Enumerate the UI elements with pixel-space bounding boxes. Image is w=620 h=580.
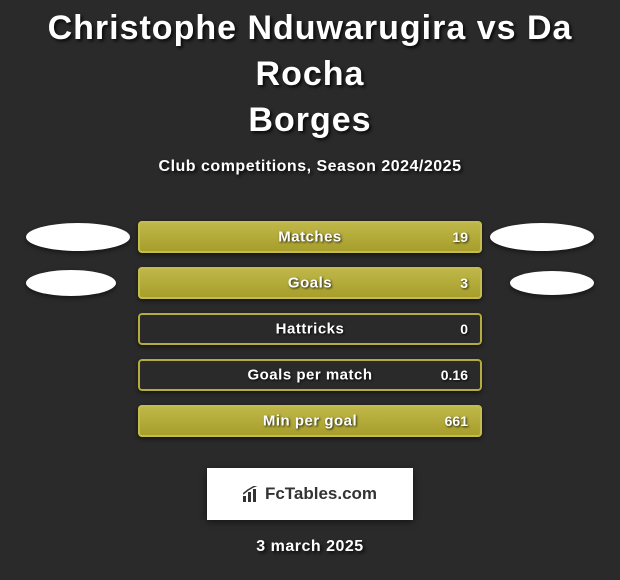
stat-bar: Goals per match 0.16 bbox=[138, 359, 482, 391]
title-line-1: Christophe Nduwarugira vs Da Rocha bbox=[48, 9, 573, 93]
stat-value: 3 bbox=[460, 275, 468, 291]
stat-value: 0.16 bbox=[441, 367, 468, 383]
stat-value: 19 bbox=[452, 229, 468, 245]
stat-bar: Matches 19 bbox=[138, 221, 482, 253]
stat-bar: Hattricks 0 bbox=[138, 313, 482, 345]
stat-row: Min per goal 661 bbox=[0, 398, 620, 444]
stat-row: Hattricks 0 bbox=[0, 306, 620, 352]
stat-bar: Min per goal 661 bbox=[138, 405, 482, 437]
stat-label: Goals bbox=[288, 274, 332, 291]
comparison-title: Christophe Nduwarugira vs Da Rocha Borge… bbox=[0, 0, 620, 144]
title-line-2: Borges bbox=[248, 101, 371, 139]
player-a-marker bbox=[26, 270, 116, 296]
stat-bar: Goals 3 bbox=[138, 267, 482, 299]
bar-chart-icon bbox=[243, 486, 261, 502]
stat-value: 661 bbox=[445, 413, 468, 429]
stats-container: Matches 19 Goals 3 Hattricks 0 Goals per match… bbox=[0, 214, 620, 444]
stat-row: Goals 3 bbox=[0, 260, 620, 306]
right-side bbox=[482, 223, 602, 251]
stat-row: Goals per match 0.16 bbox=[0, 352, 620, 398]
stat-row: Matches 19 bbox=[0, 214, 620, 260]
left-side bbox=[18, 270, 138, 296]
player-b-marker bbox=[490, 223, 594, 251]
subtitle: Club competitions, Season 2024/2025 bbox=[0, 158, 620, 176]
date: 3 march 2025 bbox=[0, 538, 620, 556]
stat-label: Goals per match bbox=[247, 366, 372, 383]
logo-content: FcTables.com bbox=[243, 484, 377, 504]
player-a-marker bbox=[26, 223, 130, 251]
stat-value: 0 bbox=[460, 321, 468, 337]
logo-text: FcTables.com bbox=[265, 484, 377, 504]
stat-label: Hattricks bbox=[276, 320, 345, 337]
player-b-marker bbox=[510, 271, 594, 295]
stat-label: Matches bbox=[278, 228, 342, 245]
right-side bbox=[482, 271, 602, 295]
stat-label: Min per goal bbox=[263, 412, 357, 429]
source-logo: FcTables.com bbox=[207, 468, 413, 520]
left-side bbox=[18, 223, 138, 251]
